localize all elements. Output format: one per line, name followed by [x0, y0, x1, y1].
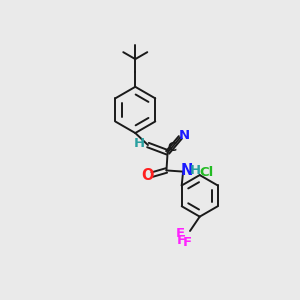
Text: Cl: Cl	[200, 166, 214, 179]
Text: F: F	[183, 236, 192, 250]
Text: H: H	[190, 164, 201, 177]
Text: F: F	[177, 234, 186, 247]
Text: N: N	[180, 163, 193, 178]
Text: F: F	[176, 227, 185, 240]
Text: N: N	[179, 129, 190, 142]
Text: C: C	[167, 141, 176, 154]
Text: H: H	[134, 137, 145, 150]
Text: O: O	[141, 168, 154, 183]
